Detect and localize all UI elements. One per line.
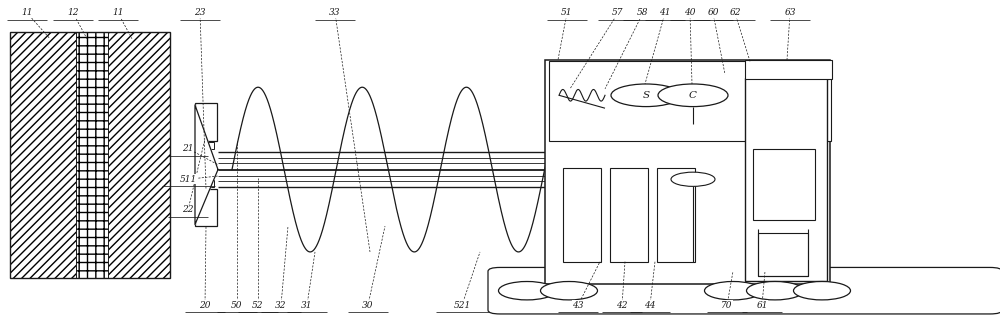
- Text: 52: 52: [252, 301, 264, 310]
- Text: 11: 11: [21, 8, 33, 17]
- Text: 31: 31: [301, 301, 313, 310]
- Bar: [10, 32, 76, 278]
- Circle shape: [540, 281, 598, 300]
- Polygon shape: [195, 105, 218, 224]
- Bar: [10, 32, 170, 278]
- Bar: [753, 149, 815, 220]
- Text: 511: 511: [179, 175, 197, 184]
- Bar: [197, 142, 204, 149]
- Bar: [563, 168, 601, 262]
- Text: 11: 11: [112, 8, 124, 17]
- Bar: [76, 32, 108, 278]
- Bar: [549, 61, 831, 141]
- Text: 40: 40: [684, 8, 696, 17]
- Text: 50: 50: [231, 301, 243, 310]
- Text: 60: 60: [707, 8, 719, 17]
- Text: 20: 20: [199, 301, 211, 310]
- Text: 30: 30: [362, 301, 374, 310]
- Bar: [197, 180, 204, 187]
- Bar: [195, 103, 217, 141]
- Bar: [108, 32, 170, 278]
- Text: 51: 51: [561, 8, 573, 17]
- Circle shape: [611, 84, 681, 107]
- Text: 23: 23: [194, 8, 206, 17]
- Text: 42: 42: [616, 301, 628, 310]
- FancyBboxPatch shape: [488, 267, 1000, 314]
- Text: 521: 521: [453, 301, 471, 310]
- Text: 44: 44: [644, 301, 656, 310]
- Bar: [207, 180, 214, 187]
- Text: 57: 57: [612, 8, 624, 17]
- Text: C: C: [689, 91, 697, 100]
- Circle shape: [746, 281, 804, 300]
- Bar: [610, 168, 648, 262]
- Text: 21: 21: [182, 144, 194, 153]
- Bar: [10, 32, 76, 278]
- Text: 43: 43: [572, 301, 584, 310]
- Bar: [657, 168, 695, 262]
- Circle shape: [658, 84, 728, 107]
- Bar: [745, 60, 832, 79]
- Bar: [108, 32, 170, 278]
- Text: S: S: [642, 91, 650, 100]
- Text: 61: 61: [756, 301, 768, 310]
- Circle shape: [671, 172, 715, 186]
- Text: 63: 63: [784, 8, 796, 17]
- Bar: [195, 189, 217, 226]
- Text: 32: 32: [275, 301, 287, 310]
- Text: 22: 22: [182, 205, 194, 214]
- Text: 70: 70: [721, 301, 733, 310]
- Circle shape: [498, 281, 556, 300]
- Text: 58: 58: [637, 8, 649, 17]
- Bar: [207, 142, 214, 149]
- Circle shape: [794, 281, 850, 300]
- Bar: [76, 32, 108, 278]
- Bar: [745, 78, 827, 281]
- Text: 12: 12: [67, 8, 79, 17]
- Bar: [758, 233, 808, 276]
- Circle shape: [704, 281, 762, 300]
- Text: 41: 41: [659, 8, 671, 17]
- Text: 62: 62: [729, 8, 741, 17]
- Bar: [545, 60, 830, 284]
- Text: 33: 33: [329, 8, 341, 17]
